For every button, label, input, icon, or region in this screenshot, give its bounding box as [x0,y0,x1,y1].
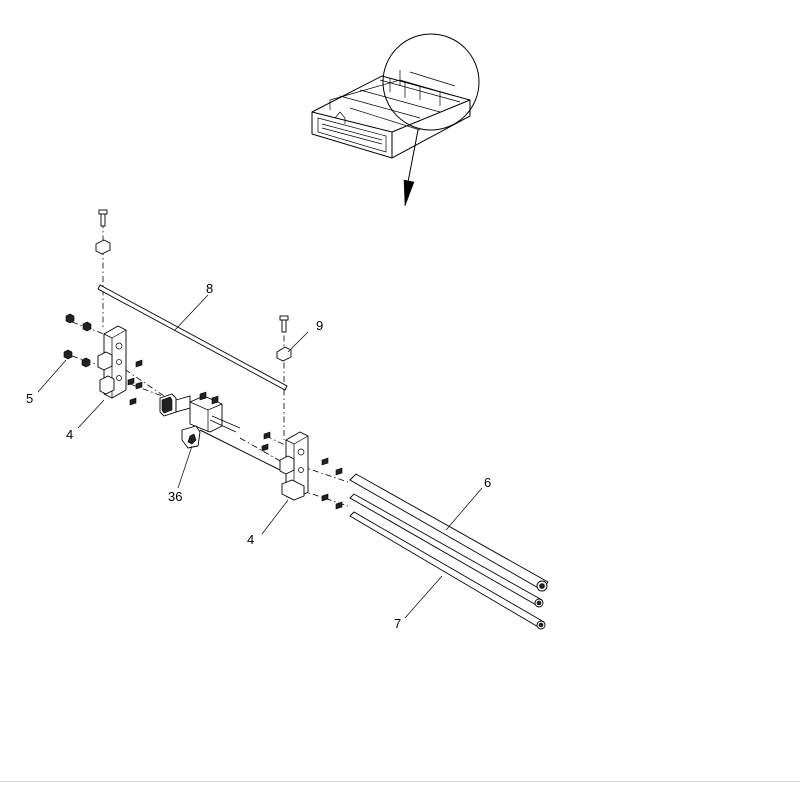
screw-clip-9 [276,315,292,362]
carriage-assembly-36 [159,391,301,481]
rods-6-7 [349,473,549,630]
locator-inset [311,33,480,207]
screw-top-left [95,209,111,255]
callout-36: 36 [168,489,182,504]
callout-8: 8 [206,281,213,296]
callout-6: 6 [484,475,491,490]
leader-lines [37,294,483,619]
side-bracket-right [279,431,309,501]
callout-4-right: 4 [247,532,254,547]
shaft-8 [97,284,288,391]
callout-5: 5 [26,391,33,406]
callout-9: 9 [316,318,323,333]
callout-4-left: 4 [66,427,73,442]
callout-labels: 8 9 5 4 36 4 6 7 [26,281,491,631]
screws-right-bracket [261,431,343,510]
nuts-washers-5 [63,313,92,368]
callout-7: 7 [394,616,401,631]
side-bracket-left [97,325,127,399]
bottom-divider [0,781,800,782]
screws-left-bracket [127,359,143,406]
